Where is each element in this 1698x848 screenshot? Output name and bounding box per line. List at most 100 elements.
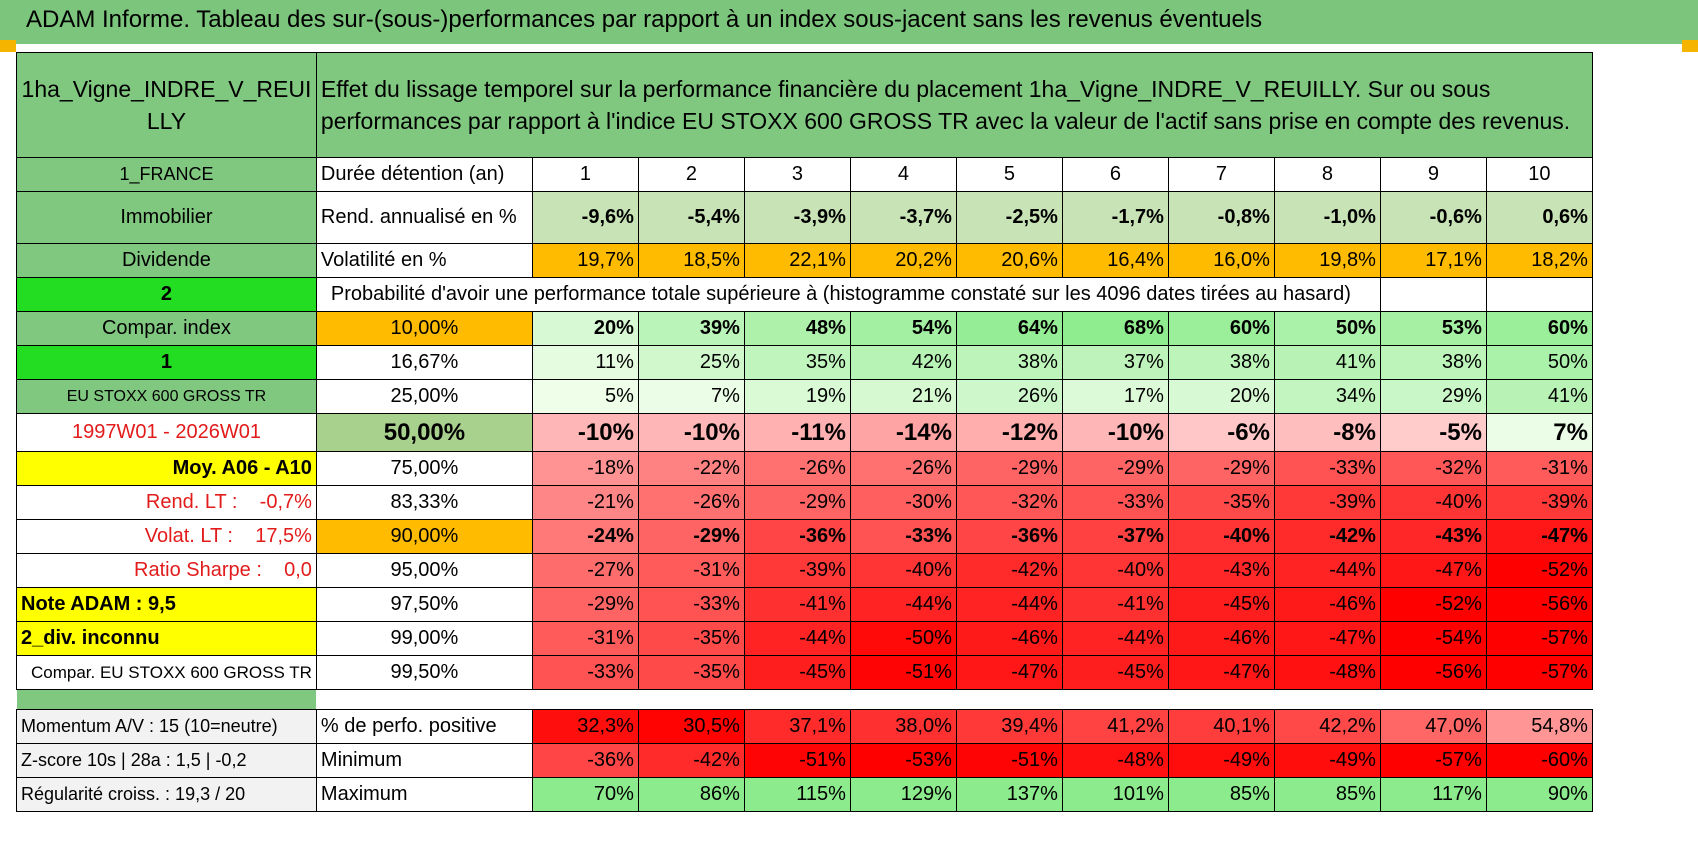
year-header-7: 7 [1167, 157, 1275, 192]
quantile-5-value-6: -29% [1061, 451, 1169, 486]
bottom-2-value-10: -60% [1485, 743, 1593, 778]
quantile-6: 83,33% [315, 485, 533, 520]
gap-cell-3 [744, 690, 850, 710]
quantile-3-value-10: 41% [1485, 379, 1593, 414]
quantile-2-value-4: 42% [849, 345, 957, 380]
corner-marker-right [1682, 40, 1698, 52]
year-header-5: 5 [955, 157, 1063, 192]
quantile-5-value-7: -29% [1167, 451, 1275, 486]
bottom-3-value-1: 70% [531, 777, 639, 812]
bottom-3-value-4: 129% [849, 777, 957, 812]
bottom-1-value-5: 39,4% [955, 709, 1063, 744]
quantile-11-value-10: -57% [1485, 655, 1593, 690]
bottom-side-3: Régularité croiss. : 19,3 / 20 [16, 777, 317, 812]
quantile-9-value-6: -41% [1061, 587, 1169, 622]
quantile-1-value-8: 50% [1273, 311, 1381, 346]
bottom-1-value-2: 30,5% [637, 709, 745, 744]
asset-name-cell: 1ha_Vigne_INDRE_V_REUILLY [16, 52, 317, 158]
quantile-3-value-4: 21% [849, 379, 957, 414]
quantile-1-value-1: 20% [531, 311, 639, 346]
quantile-1-value-4: 54% [849, 311, 957, 346]
quantile-4-value-4: -14% [849, 413, 957, 452]
rend-label: Rend. annualisé en % [315, 191, 533, 244]
vol-value-2: 18,5% [637, 243, 745, 278]
quantile-1-value-3: 48% [743, 311, 851, 346]
quantile-1-value-10: 60% [1485, 311, 1593, 346]
rend-value-9: -0,6% [1379, 191, 1487, 244]
quantile-10: 99,00% [315, 621, 533, 656]
bottom-label-3: Maximum [315, 777, 533, 812]
bottom-2-value-5: -51% [955, 743, 1063, 778]
quantile-7-value-9: -43% [1379, 519, 1487, 554]
quantile-2-value-1: 11% [531, 345, 639, 380]
quantile-6-value-10: -39% [1485, 485, 1593, 520]
gap-cell-7 [1168, 690, 1274, 710]
quantile-11-value-7: -47% [1167, 655, 1275, 690]
quantile-8-value-4: -40% [849, 553, 957, 588]
performance-table: 1ha_Vigne_INDRE_V_REUILLY Effet du lissa… [16, 52, 1593, 812]
quantile-6-value-6: -33% [1061, 485, 1169, 520]
rend-value-4: -3,7% [849, 191, 957, 244]
quantile-6-value-1: -21% [531, 485, 639, 520]
bottom-2-value-2: -42% [637, 743, 745, 778]
gap-cell-10 [1486, 690, 1592, 710]
rend-value-1: -9,6% [531, 191, 639, 244]
gap-cell-8 [1274, 690, 1380, 710]
quantile-9-value-7: -45% [1167, 587, 1275, 622]
quantile-4-value-2: -10% [637, 413, 745, 452]
quantile-5-value-9: -32% [1379, 451, 1487, 486]
quantile-9-value-1: -29% [531, 587, 639, 622]
rend-value-8: -1,0% [1273, 191, 1381, 244]
quantile-7-value-4: -33% [849, 519, 957, 554]
quantile-11-value-5: -47% [955, 655, 1063, 690]
quantile-4-value-3: -11% [743, 413, 851, 452]
quantile-8: 95,00% [315, 553, 533, 588]
bottom-3-value-3: 115% [743, 777, 851, 812]
bottom-3-value-10: 90% [1485, 777, 1593, 812]
bottom-2-value-7: -49% [1167, 743, 1275, 778]
quantile-3-value-1: 5% [531, 379, 639, 414]
quantile-4-value-8: -8% [1273, 413, 1381, 452]
year-header-2: 2 [637, 157, 745, 192]
quantile-6-value-7: -35% [1167, 485, 1275, 520]
gap-cell-5 [956, 690, 1062, 710]
title-bar: ADAM Informe. Tableau des sur-(sous-)per… [0, 0, 1698, 44]
bottom-1-value-10: 54,8% [1485, 709, 1593, 744]
quantile-6-value-9: -40% [1379, 485, 1487, 520]
quantile-2-value-8: 41% [1273, 345, 1381, 380]
vol-value-1: 19,7% [531, 243, 639, 278]
quantile-10-value-3: -44% [743, 621, 851, 656]
quantile-10-value-7: -46% [1167, 621, 1275, 656]
gap-cell-6 [1062, 690, 1168, 710]
count-2-cell: 2 [16, 277, 317, 312]
quantile-7-value-7: -40% [1167, 519, 1275, 554]
quantile-1-value-7: 60% [1167, 311, 1275, 346]
quantile-1: 10,00% [315, 311, 533, 346]
quantile-4: 50,00% [315, 413, 533, 452]
type-cell: Dividende [16, 243, 317, 278]
quantile-5-value-4: -26% [849, 451, 957, 486]
quantile-11-value-1: -33% [531, 655, 639, 690]
rend-value-7: -0,8% [1167, 191, 1275, 244]
year-header-10: 10 [1485, 157, 1593, 192]
quantile-9-value-2: -33% [637, 587, 745, 622]
vol-value-6: 16,4% [1061, 243, 1169, 278]
quantile-1-value-5: 64% [955, 311, 1063, 346]
gap-cell-1 [532, 690, 638, 710]
quantile-6-value-3: -29% [743, 485, 851, 520]
bottom-3-value-7: 85% [1167, 777, 1275, 812]
quantile-3-value-3: 19% [743, 379, 851, 414]
compar-index-cell: Compar. index [16, 311, 317, 346]
bottom-1-value-8: 42,2% [1273, 709, 1381, 744]
quantile-4-value-10: 7% [1485, 413, 1593, 452]
quantile-4-value-9: -5% [1379, 413, 1487, 452]
quantile-1-value-6: 68% [1061, 311, 1169, 346]
rend-value-3: -3,9% [743, 191, 851, 244]
quantile-2: 16,67% [315, 345, 533, 380]
bottom-1-value-3: 37,1% [743, 709, 851, 744]
empty-cell-9 [1379, 277, 1487, 312]
quantile-6-value-2: -26% [637, 485, 745, 520]
gap-green-cell [16, 689, 317, 710]
quantile-6-value-5: -32% [955, 485, 1063, 520]
rend-value-10: 0,6% [1485, 191, 1593, 244]
